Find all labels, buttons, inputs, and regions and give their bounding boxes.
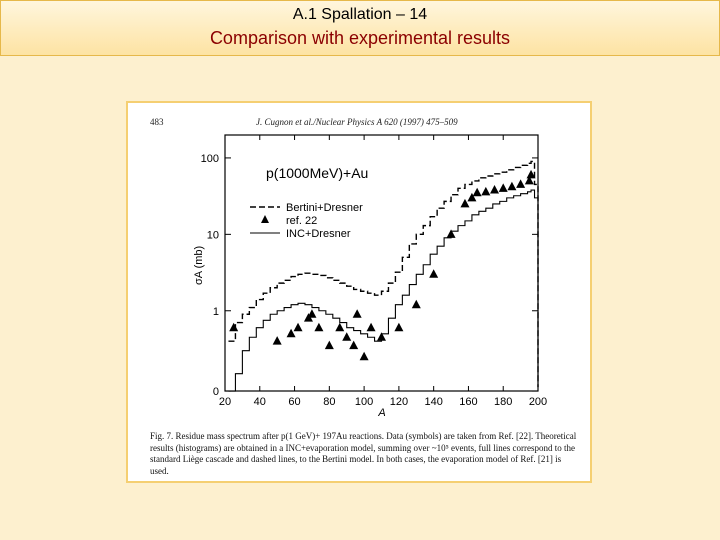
chart-title: p(1000MeV)+Au (266, 165, 368, 181)
y-tick-label: 0 (213, 386, 219, 398)
x-tick-label: 100 (355, 396, 373, 408)
data-marker (472, 187, 482, 197)
data-marker (481, 186, 491, 196)
tick-group (224, 135, 539, 392)
figure-panel: 483 J. Cugnon et al./Nuclear Physics A 6… (126, 101, 592, 483)
slide-title: A.1 Spallation – 14 (292, 6, 428, 23)
y-tick-label: 10 (207, 229, 219, 241)
data-marker (349, 340, 359, 350)
data-marker (526, 169, 536, 179)
x-tick-label: 140 (424, 396, 442, 408)
running-head: J. Cugnon et al./Nuclear Physics A 620 (… (256, 117, 458, 127)
data-marker (490, 185, 500, 194)
data-marker (335, 322, 345, 332)
data-marker (446, 229, 456, 238)
data-marker (293, 322, 303, 332)
data-marker (314, 322, 324, 332)
data-marker (411, 299, 421, 309)
x-axis-label: A (377, 407, 385, 419)
data-marker (307, 309, 317, 318)
legend-label-bertini: Bertini+Dresner (286, 202, 363, 214)
data-marker (229, 322, 239, 332)
data-marker (366, 322, 376, 332)
data-marker (377, 332, 386, 341)
series-bertini-line (228, 160, 539, 388)
data-marker (352, 309, 362, 318)
data-marker (507, 181, 517, 191)
data-marker (467, 192, 477, 202)
y-tick-label: 100 (201, 153, 219, 165)
slide-header: A.1 Spallation – 14 Comparison with expe… (0, 0, 720, 56)
x-tick-label: 180 (494, 396, 512, 408)
data-marker (342, 332, 352, 341)
slide-subtitle: Comparison with experimental results (209, 28, 511, 48)
data-marker (516, 179, 526, 188)
x-tick-label: 60 (288, 396, 300, 408)
legend: Bertini+Dresner ref. 22 INC+Dresner (250, 202, 363, 240)
data-marker (524, 175, 534, 185)
y-tick-labels: 0 1 10 100 (201, 153, 219, 398)
x-tick-label: 120 (390, 396, 408, 408)
x-tick-label: 200 (529, 396, 547, 408)
data-marker (324, 340, 334, 350)
data-marker (429, 269, 439, 278)
data-marker (286, 328, 296, 338)
legend-label-inc: INC+Dresner (286, 228, 351, 240)
x-tick-label: 160 (459, 396, 477, 408)
x-tick-label: 80 (323, 396, 335, 408)
y-tick-label: 1 (213, 306, 219, 318)
chart: 483 J. Cugnon et al./Nuclear Physics A 6… (150, 117, 547, 419)
series-inc-line (228, 189, 539, 392)
data-marker (460, 198, 470, 208)
legend-triangle-swatch (261, 215, 269, 223)
x-tick-labels: 20 40 60 80 100 120 140 160 180 200 (219, 396, 547, 408)
data-marker (394, 322, 404, 332)
x-tick-label: 20 (219, 396, 231, 408)
figure-caption: Fig. 7. Residue mass spectrum after p(1 … (150, 431, 577, 476)
page-number: 483 (150, 117, 164, 127)
data-marker (272, 336, 282, 345)
x-tick-label: 40 (254, 396, 266, 408)
series-ref22-markers (229, 169, 536, 361)
legend-label-ref22: ref. 22 (286, 215, 317, 227)
data-marker (498, 183, 508, 192)
y-axis-label: σA (mb) (193, 246, 205, 285)
data-marker (359, 351, 369, 361)
